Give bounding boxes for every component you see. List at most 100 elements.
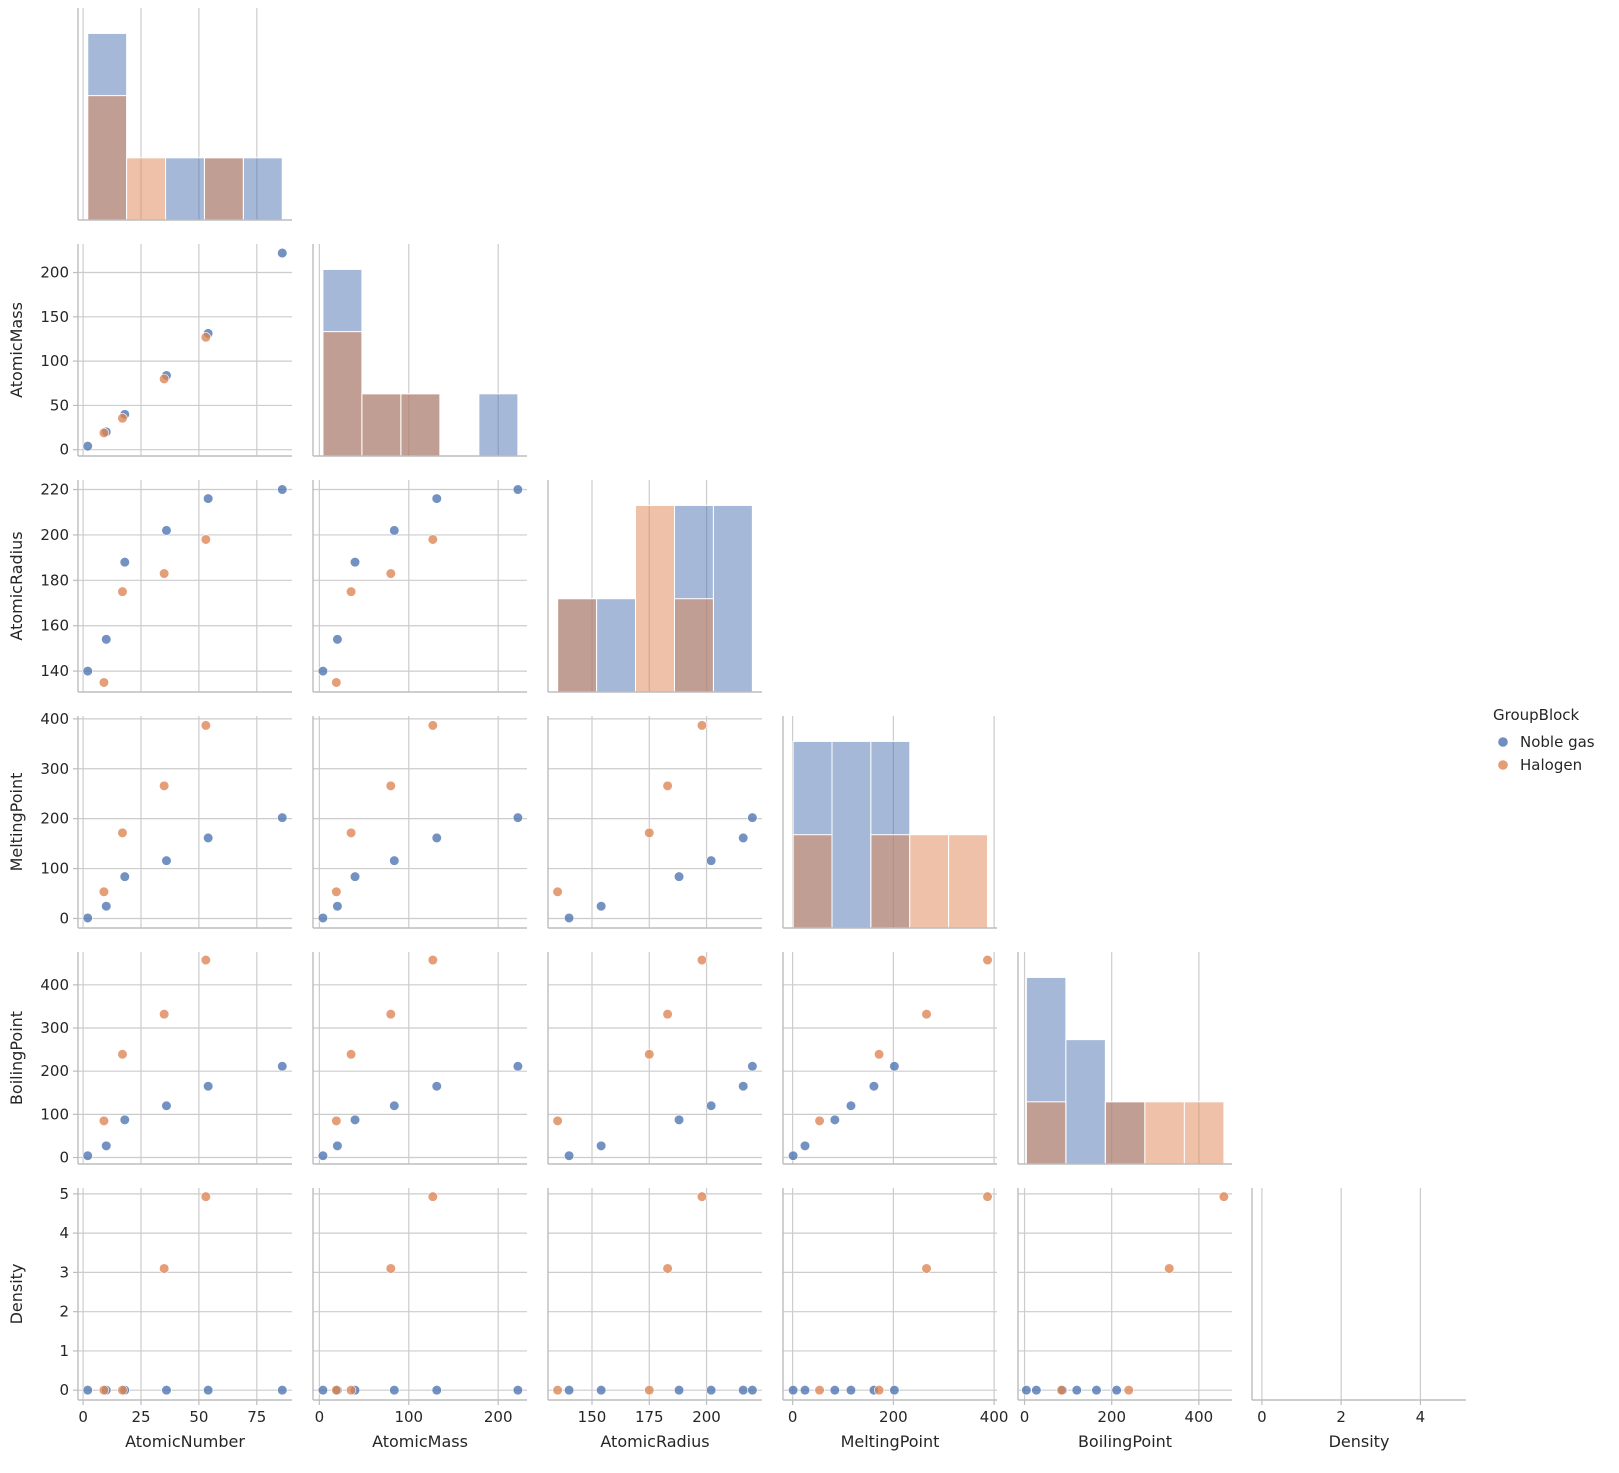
scatter-point-noble-gas bbox=[349, 1114, 361, 1125]
scatter-point-noble-gas bbox=[82, 1385, 93, 1396]
y-tick-label: 0 bbox=[59, 1149, 69, 1167]
x-tick-label: 4 bbox=[1416, 1408, 1426, 1426]
histogram-bar-halogen bbox=[322, 331, 363, 457]
scatter-point-halogen bbox=[552, 886, 563, 897]
scatter-point-halogen bbox=[331, 1385, 342, 1396]
scatter-point-noble-gas bbox=[706, 1100, 717, 1111]
scatter-point-noble-gas bbox=[317, 666, 329, 677]
x-axis-label: Density bbox=[1329, 1432, 1390, 1451]
scatter-point-halogen bbox=[200, 954, 211, 966]
x-tick-label: 175 bbox=[635, 1408, 664, 1426]
scatter-point-noble-gas bbox=[203, 493, 214, 504]
scatter-point-noble-gas bbox=[389, 1385, 400, 1396]
y-tick-label: 400 bbox=[40, 976, 69, 994]
scatter-point-halogen bbox=[696, 720, 708, 731]
scatter-point-halogen bbox=[98, 677, 110, 688]
scatter-point-halogen bbox=[345, 827, 357, 838]
y-axis-label: BoilingPoint bbox=[7, 1011, 26, 1105]
scatter-point-noble-gas bbox=[512, 1385, 523, 1396]
scatter-point-halogen bbox=[200, 720, 211, 731]
y-axis-label: MeltingPoint bbox=[7, 773, 26, 872]
scatter-point-noble-gas bbox=[82, 1150, 93, 1161]
scatter-point-noble-gas bbox=[389, 855, 400, 866]
scatter-point-halogen bbox=[873, 1385, 885, 1396]
histogram-bar-noble-gas bbox=[478, 393, 519, 457]
scatter-point-noble-gas bbox=[747, 812, 758, 823]
y-tick-label: 180 bbox=[40, 571, 69, 589]
scatter-point-noble-gas bbox=[119, 1114, 130, 1125]
legend-label-halogen: Halogen bbox=[1520, 756, 1582, 774]
scatter-point-noble-gas bbox=[277, 1385, 288, 1396]
histogram-bar-halogen bbox=[557, 598, 598, 693]
x-tick-label: 200 bbox=[879, 1408, 908, 1426]
y-tick-label: 200 bbox=[40, 526, 69, 544]
y-tick-label: 100 bbox=[40, 352, 69, 370]
y-tick-label: 1 bbox=[59, 1342, 69, 1360]
scatter-point-halogen bbox=[159, 780, 170, 791]
scatter-point-noble-gas bbox=[738, 832, 749, 844]
x-tick-label: 0 bbox=[1257, 1408, 1267, 1426]
histogram-bar-halogen bbox=[361, 393, 402, 457]
scatter-point-halogen bbox=[662, 780, 673, 791]
scatter-point-noble-gas bbox=[101, 634, 112, 645]
y-tick-label: 200 bbox=[40, 264, 69, 282]
histogram-bar-noble-gas bbox=[165, 157, 205, 221]
scatter-point-noble-gas bbox=[1021, 1385, 1032, 1396]
y-tick-label: 150 bbox=[40, 308, 69, 326]
histogram-bar-halogen bbox=[1183, 1101, 1225, 1165]
scatter-point-noble-gas bbox=[431, 1385, 442, 1396]
scatter-point-noble-gas bbox=[788, 1150, 799, 1161]
y-tick-label: 4 bbox=[59, 1224, 69, 1242]
histogram-bar-halogen bbox=[126, 157, 167, 221]
legend-title: GroupBlock bbox=[1493, 706, 1580, 724]
y-tick-label: 300 bbox=[40, 760, 69, 778]
label-layer: 050100150200AtomicMass140160180200220Ato… bbox=[7, 264, 1425, 1451]
histogram-layer bbox=[87, 32, 1225, 1165]
histogram-bar-halogen bbox=[792, 834, 833, 929]
scatter-point-halogen bbox=[921, 1263, 932, 1274]
scatter-point-noble-gas bbox=[431, 493, 442, 504]
scatter-point-noble-gas bbox=[349, 557, 361, 568]
scatter-point-halogen bbox=[200, 534, 211, 545]
scatter-point-noble-gas bbox=[596, 1140, 607, 1151]
histogram-bar-halogen bbox=[203, 157, 244, 221]
scatter-point-noble-gas bbox=[868, 1081, 880, 1092]
y-tick-label: 220 bbox=[40, 481, 69, 499]
scatter-point-noble-gas bbox=[161, 1385, 172, 1396]
histogram-bar-halogen bbox=[948, 834, 989, 929]
scatter-point-halogen bbox=[345, 586, 357, 597]
grid-layer bbox=[78, 8, 1422, 1400]
scatter-point-noble-gas bbox=[889, 1385, 900, 1396]
scatter-point-noble-gas bbox=[747, 1385, 758, 1396]
scatter-point-halogen bbox=[814, 1385, 825, 1396]
y-tick-label: 3 bbox=[59, 1263, 69, 1281]
scatter-point-noble-gas bbox=[829, 1114, 840, 1125]
scatter-point-halogen bbox=[552, 1385, 563, 1396]
scatter-point-noble-gas bbox=[1091, 1385, 1102, 1396]
scatter-point-halogen bbox=[331, 677, 342, 688]
x-tick-label: 2 bbox=[1336, 1408, 1346, 1426]
scatter-point-halogen bbox=[427, 954, 438, 966]
scatter-point-noble-gas bbox=[1071, 1385, 1082, 1396]
scatter-point-halogen bbox=[921, 1009, 932, 1020]
histogram-bar-halogen bbox=[87, 95, 128, 221]
y-axis-label: AtomicRadius bbox=[7, 531, 26, 640]
scatter-point-noble-gas bbox=[161, 525, 172, 536]
scatter-point-noble-gas bbox=[277, 247, 288, 259]
scatter-point-noble-gas bbox=[317, 1150, 329, 1161]
scatter-point-halogen bbox=[159, 373, 170, 385]
histogram-bar-halogen bbox=[635, 504, 675, 693]
x-tick-label: 0 bbox=[1020, 1408, 1030, 1426]
histogram-bar-noble-gas bbox=[831, 740, 872, 929]
scatter-point-halogen bbox=[159, 1263, 170, 1274]
scatter-point-halogen bbox=[1123, 1385, 1134, 1396]
scatter-point-noble-gas bbox=[799, 1385, 811, 1396]
scatter-point-noble-gas bbox=[317, 1385, 329, 1396]
scatter-point-halogen bbox=[814, 1115, 825, 1126]
scatter-point-noble-gas bbox=[563, 1150, 575, 1161]
scatter-point-halogen bbox=[385, 568, 396, 579]
scatter-point-noble-gas bbox=[829, 1385, 840, 1396]
scatter-point-halogen bbox=[873, 1049, 885, 1060]
x-axis-label: MeltingPoint bbox=[841, 1432, 940, 1451]
